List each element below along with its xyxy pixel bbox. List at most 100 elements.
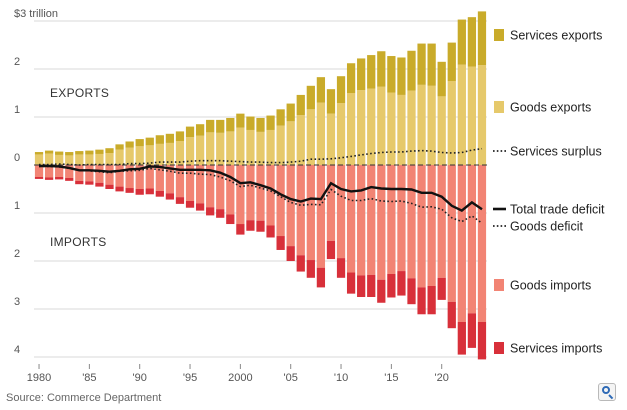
- services-imports-bar: [185, 201, 195, 208]
- services-imports-bar: [125, 188, 134, 193]
- goods-exports-bar: [346, 93, 356, 165]
- goods-imports-bar: [346, 165, 356, 273]
- goods-exports-bar: [316, 102, 326, 165]
- goods-imports-bar: [226, 165, 235, 215]
- goods-exports-bar: [457, 64, 466, 165]
- goods-imports-bar: [437, 165, 446, 278]
- goods-exports-bar: [266, 129, 275, 165]
- services-imports-bar: [105, 184, 114, 189]
- goods-exports-bar: [115, 149, 124, 165]
- goods-imports-bar: [377, 165, 386, 280]
- goods-imports-bar: [357, 165, 366, 276]
- services-exports-bar: [75, 151, 84, 155]
- goods-exports-bar: [226, 131, 235, 165]
- services-imports-bar: [326, 240, 336, 260]
- services-exports-bar: [85, 150, 94, 155]
- services-exports-bar: [175, 131, 185, 141]
- goods-exports-bar: [145, 145, 154, 165]
- services-imports-bar: [336, 258, 346, 278]
- total-trade-deficit-line: [39, 164, 483, 213]
- goods-exports-bar: [387, 92, 396, 165]
- goods-imports-bar: [387, 165, 396, 274]
- goods-exports-bar: [256, 131, 265, 165]
- services-exports-bar: [125, 141, 134, 148]
- magnifier-icon: [602, 386, 610, 394]
- services-imports-bar: [85, 181, 94, 185]
- y-tick-label: 3: [14, 296, 20, 308]
- legend-label: Services surplus: [510, 145, 602, 159]
- goods-imports-bar: [407, 165, 416, 279]
- services-exports-bar: [236, 113, 245, 128]
- services-exports-bar: [397, 57, 406, 95]
- services-imports-bar: [367, 274, 376, 297]
- services-imports-bar: [477, 321, 487, 360]
- goods-imports-bar: [236, 165, 245, 225]
- services-imports-bar: [397, 271, 406, 296]
- legend-label: Goods deficit: [510, 220, 583, 234]
- services-exports-bar: [447, 42, 456, 81]
- services-imports-bar: [387, 273, 396, 298]
- goods-exports-bar: [95, 153, 104, 165]
- goods-imports-bar: [326, 165, 336, 241]
- goods-exports-bar: [397, 94, 406, 165]
- services-imports-bar: [95, 182, 104, 187]
- goods-exports-bar: [155, 143, 164, 165]
- goods-imports-bar: [397, 165, 406, 272]
- services-imports-bar: [457, 321, 466, 355]
- goods-imports-bar: [55, 165, 64, 177]
- services-exports-bar: [266, 115, 275, 130]
- services-imports-bar: [316, 267, 326, 288]
- services-imports-bar: [266, 225, 275, 238]
- goods-exports-bar: [44, 153, 54, 165]
- goods-imports-bar: [256, 165, 265, 221]
- services-imports-bar: [296, 255, 305, 272]
- goods-imports-bar: [266, 165, 275, 226]
- goods-exports-bar: [407, 90, 416, 165]
- magnifier-handle: [608, 394, 614, 400]
- goods-exports-bar: [276, 125, 285, 165]
- services-exports-bar: [387, 56, 396, 93]
- goods-imports-bar: [477, 165, 487, 322]
- services-exports-bar: [195, 124, 205, 136]
- goods-exports-bar: [427, 85, 436, 165]
- services-imports-bar: [467, 313, 477, 348]
- services-imports-bar: [44, 177, 54, 180]
- goods-imports-bar: [206, 165, 215, 208]
- x-tick-label: 1980: [27, 372, 51, 384]
- services-imports-bar: [145, 188, 154, 195]
- goods-imports-bar: [145, 165, 154, 189]
- services-imports-bar: [135, 189, 144, 195]
- services-imports-bar: [276, 236, 285, 250]
- goods-exports-bar: [336, 103, 346, 165]
- services-exports-bar: [55, 151, 64, 155]
- zoom-button[interactable]: [598, 383, 616, 401]
- services-exports-bar: [165, 133, 175, 143]
- goods-imports-bar: [296, 165, 305, 256]
- x-tick-label: '05: [284, 372, 298, 384]
- services-exports-bar: [417, 43, 426, 85]
- goods-imports-bar: [125, 165, 134, 189]
- goods-exports-bar: [377, 86, 386, 165]
- services-exports-bar: [326, 89, 336, 114]
- goods-exports-bar: [326, 113, 336, 165]
- goods-exports-bar: [75, 154, 84, 165]
- services-imports-bar: [175, 197, 185, 204]
- goods-exports-bar: [306, 109, 315, 165]
- y-tick-label: 4: [14, 344, 20, 356]
- x-axis-ticks: 1980 '85 '90 '95 2000 '05 '10 '15 '20: [27, 364, 449, 384]
- goods-exports-bar: [437, 96, 446, 165]
- x-tick-label: 2000: [228, 372, 252, 384]
- services-exports-bar: [44, 150, 54, 154]
- goods-exports-bar: [296, 115, 305, 165]
- services-imports-bar: [155, 190, 164, 197]
- goods-exports-bar: [85, 154, 94, 165]
- y-tick-label: 2: [14, 248, 20, 260]
- x-tick-label: '95: [183, 372, 197, 384]
- services-exports-bar: [276, 109, 285, 126]
- goods-imports-bar: [105, 165, 114, 185]
- services-exports-bar: [296, 94, 305, 116]
- goods-exports-bar: [185, 137, 195, 165]
- goods-exports-bar: [286, 121, 295, 165]
- services-imports-bar: [165, 193, 175, 200]
- goods-exports-bar: [165, 142, 175, 165]
